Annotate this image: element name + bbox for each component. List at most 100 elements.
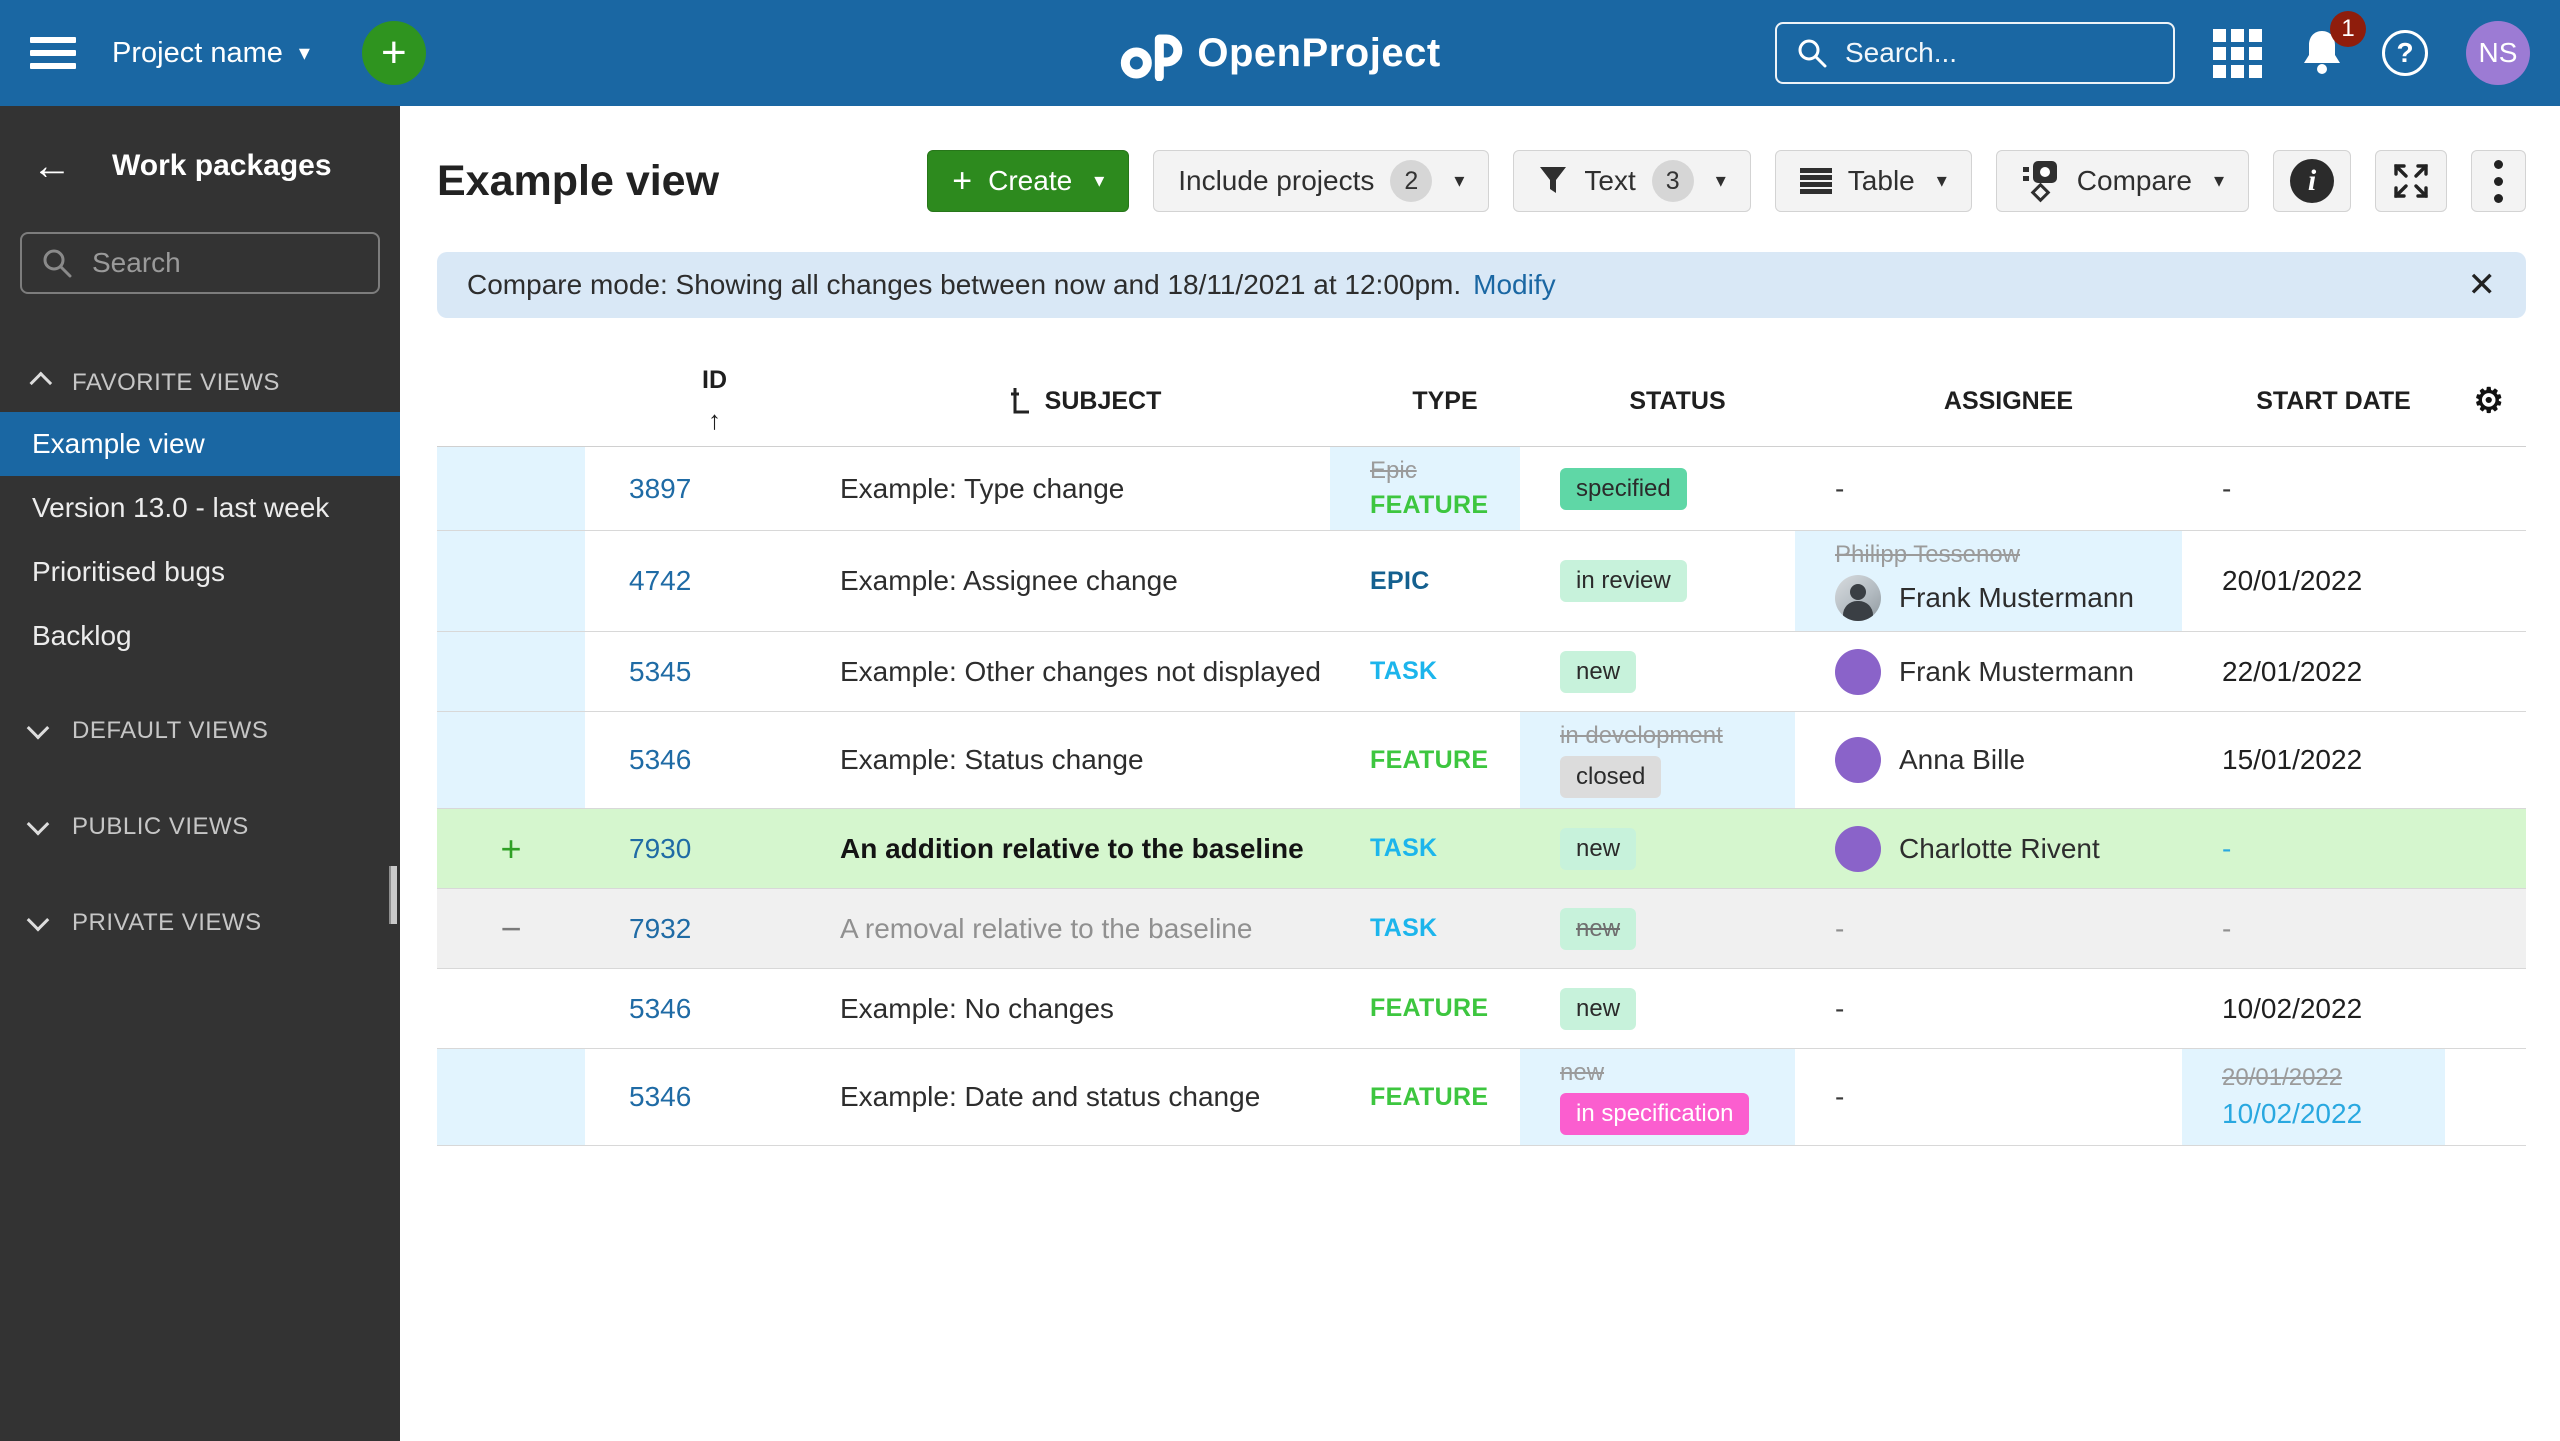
work-package-id-link[interactable]: 5346 xyxy=(629,1081,692,1112)
type-value: TASK xyxy=(1370,834,1438,862)
modify-link[interactable]: Modify xyxy=(1473,269,1556,300)
assignee[interactable]: Frank Mustermann xyxy=(1835,648,2182,695)
cell-start-date: 22/01/2022 xyxy=(2182,632,2445,711)
type-value: TASK xyxy=(1370,657,1438,685)
include-projects-button[interactable]: Include projects 2 ▾ xyxy=(1153,150,1490,212)
close-icon[interactable]: ✕ xyxy=(2467,266,2497,304)
table-row[interactable]: − 7932 A removal relative to the baseline T… xyxy=(437,889,2526,969)
filter-button[interactable]: Text 3 ▾ xyxy=(1513,150,1751,212)
type-value: FEATURE xyxy=(1370,491,1489,519)
cell-subject: An addition relative to the baseline xyxy=(800,809,1330,888)
top-bar: Project name ▾ + OpenProject 1 ? xyxy=(0,0,2560,106)
sidebar-search[interactable] xyxy=(20,232,380,294)
table-settings-gear-icon[interactable]: ⚙ xyxy=(2473,382,2504,420)
table-row[interactable]: 4742 Example: Assignee change EPIC in revie… xyxy=(437,531,2526,632)
help-button[interactable]: ? xyxy=(2382,30,2428,76)
column-header-start-date[interactable]: START DATE xyxy=(2256,386,2411,415)
hierarchy-icon[interactable] xyxy=(1009,386,1035,416)
sidebar-item-version-13-0-last-week[interactable]: Version 13.0 - last week xyxy=(32,492,330,523)
project-selector[interactable]: Project name ▾ xyxy=(112,37,310,70)
cell-type: TASK xyxy=(1330,632,1520,711)
column-header-subject[interactable]: SUBJECT xyxy=(800,356,1330,446)
global-add-button[interactable]: + xyxy=(361,21,426,85)
assignee-avatar xyxy=(1835,648,1881,695)
column-header-id[interactable]: ID ↑ xyxy=(702,366,727,435)
notifications-button[interactable]: 1 xyxy=(2300,10,2366,80)
cell-type: Epic FEATURE xyxy=(1330,447,1520,530)
status-badge: in specification xyxy=(1560,1093,1750,1135)
sidebar-item-backlog[interactable]: Backlog xyxy=(32,620,132,651)
cell-start-date: - xyxy=(2182,809,2445,888)
work-package-id-link[interactable]: 5345 xyxy=(629,655,692,687)
project-selector-label: Project name xyxy=(112,36,283,69)
column-header-status[interactable]: STATUS xyxy=(1629,386,1726,415)
fullscreen-button[interactable] xyxy=(2375,150,2447,212)
cell-actions xyxy=(2445,889,2526,968)
start-date-value: 10/02/2022 xyxy=(2222,1098,2363,1129)
table-row[interactable]: 5345 Example: Other changes not displayed… xyxy=(437,632,2526,712)
sidebar-item-example-view[interactable]: Example view xyxy=(0,412,400,476)
sidebar-search-input[interactable] xyxy=(92,247,358,279)
user-avatar[interactable]: NS xyxy=(2466,21,2530,85)
cell-subject: Example: Date and status change xyxy=(800,1049,1330,1145)
assignee[interactable]: Frank Mustermann xyxy=(1835,575,2182,621)
work-package-id-link[interactable]: 5346 xyxy=(629,992,692,1024)
sidebar-resize-handle[interactable] xyxy=(389,866,397,924)
column-header-type[interactable]: TYPE xyxy=(1412,386,1478,415)
work-package-id-link[interactable]: 7930 xyxy=(629,832,692,864)
type-value: FEATURE xyxy=(1370,745,1489,774)
row-change-indicator: − xyxy=(437,889,585,968)
cell-id: 5346 xyxy=(585,712,800,808)
modules-grid-icon[interactable] xyxy=(2213,28,2262,78)
section-favorite-views[interactable]: FAVORITE VIEWS xyxy=(0,354,400,412)
table-row[interactable]: 3897 Example: Type change Epic FEATURE speci… xyxy=(437,447,2526,531)
favorite-views-list: Example view Version 13.0 - last week Prio… xyxy=(0,412,400,668)
cell-type: FEATURE xyxy=(1330,712,1520,808)
start-date-value: 10/02/2022 xyxy=(2222,992,2363,1024)
section-default-views[interactable]: DEFAULT VIEWS xyxy=(0,702,400,760)
compare-baseline-button[interactable]: Compare ▾ xyxy=(1995,150,2249,212)
start-date-value: 15/01/2022 xyxy=(2222,744,2363,775)
start-date-empty-dash: - xyxy=(2222,472,2232,504)
cell-actions xyxy=(2445,969,2526,1048)
more-options-button[interactable] xyxy=(2471,150,2526,212)
work-package-id-link[interactable]: 4742 xyxy=(629,565,692,596)
create-button[interactable]: + Create ▾ xyxy=(927,150,1130,212)
work-package-id-link[interactable]: 5346 xyxy=(629,744,692,775)
info-button[interactable]: i xyxy=(2273,150,2351,212)
sidebar-title: Work packages xyxy=(112,149,332,182)
old-start-date-value: 20/01/2022 xyxy=(2222,1064,2343,1091)
start-date-empty-dash: - xyxy=(2222,912,2232,944)
work-package-id-link[interactable]: 7932 xyxy=(629,912,692,944)
view-mode-button[interactable]: Table ▾ xyxy=(1774,150,1972,212)
section-public-views[interactable]: PUBLIC VIEWS xyxy=(0,798,400,856)
cell-assignee: Philipp Tessenow Frank Mustermann xyxy=(1795,531,2182,631)
hamburger-menu-icon[interactable] xyxy=(30,30,76,76)
row-change-indicator xyxy=(437,1049,585,1145)
global-search-input[interactable] xyxy=(1845,37,2153,69)
old-assignee-value: Philipp Tessenow xyxy=(1835,541,2021,568)
table-row[interactable]: 5346 Example: Status change FEATURE in deve… xyxy=(437,712,2526,809)
assignee[interactable]: Charlotte Rivent xyxy=(1835,825,2182,872)
compare-mode-banner: Compare mode: Showing all changes betwee… xyxy=(437,252,2526,318)
cell-start-date: 10/02/2022 xyxy=(2182,969,2445,1048)
table-row[interactable]: 5346 Example: Date and status change FEATU… xyxy=(437,1049,2526,1146)
work-package-id-link[interactable]: 3897 xyxy=(629,472,692,504)
assignee-name: Frank Mustermann xyxy=(1899,582,2134,613)
cell-id: 5346 xyxy=(585,969,800,1048)
assignee-avatar xyxy=(1835,825,1881,872)
table-row[interactable]: 5346 Example: No changes FEATURE new - 10/02/… xyxy=(437,969,2526,1049)
cell-status: new xyxy=(1520,889,1795,968)
search-icon xyxy=(1798,39,1827,68)
sidebar-item-prioritised-bugs[interactable]: Prioritised bugs xyxy=(32,556,225,587)
table-row[interactable]: +7930 An addition relative to the baselin… xyxy=(437,809,2526,889)
chevron-down-icon xyxy=(26,908,50,932)
main-content: Example view + Create ▾ Include projects… xyxy=(400,106,2560,1441)
cell-status: new xyxy=(1520,809,1795,888)
cell-id: 5346 xyxy=(585,1049,800,1145)
column-header-assignee[interactable]: ASSIGNEE xyxy=(1943,386,2074,415)
global-search[interactable] xyxy=(1775,22,2175,84)
back-arrow-icon[interactable]: ← xyxy=(32,144,72,188)
section-private-views[interactable]: PRIVATE VIEWS xyxy=(0,894,400,952)
assignee[interactable]: Anna Bille xyxy=(1835,737,2182,783)
